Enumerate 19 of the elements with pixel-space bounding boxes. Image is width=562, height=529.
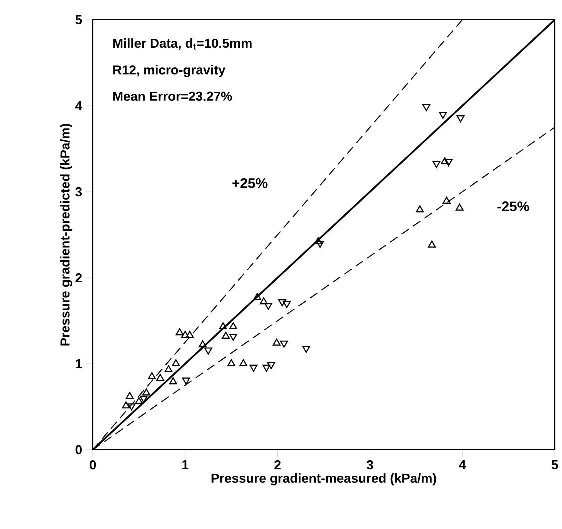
- x-tick-label: 4: [459, 460, 466, 470]
- y-axis-title: Pressure gradient-predicted (kPa/m): [60, 124, 72, 346]
- y-tick-label: 0: [76, 445, 82, 455]
- x-tick-label: 0: [90, 460, 96, 470]
- y-tick-label: 3: [76, 187, 82, 197]
- annotation: Miller Data, d$_{t}$=10.5mm: [114, 38, 252, 50]
- y-tick-label: 2: [76, 273, 82, 283]
- x-tick-label: 2: [274, 460, 281, 470]
- y-tick-label: 5: [76, 15, 82, 25]
- x-tick-label: 1: [182, 460, 189, 470]
- x-axis-title: Pressure gradient-measured (kPa/m): [212, 474, 436, 486]
- y-tick-label: 4: [76, 102, 82, 110]
- annotation: -25%: [498, 202, 530, 212]
- annotation: Mean Error=23.27%: [114, 92, 232, 102]
- annotation: +25%: [232, 178, 268, 188]
- y-tick-label: 1: [76, 360, 82, 368]
- annotation: R12, micro-gravity: [114, 65, 226, 78]
- x-tick-label: 5: [552, 460, 558, 470]
- x-tick-label: 3: [366, 460, 374, 470]
